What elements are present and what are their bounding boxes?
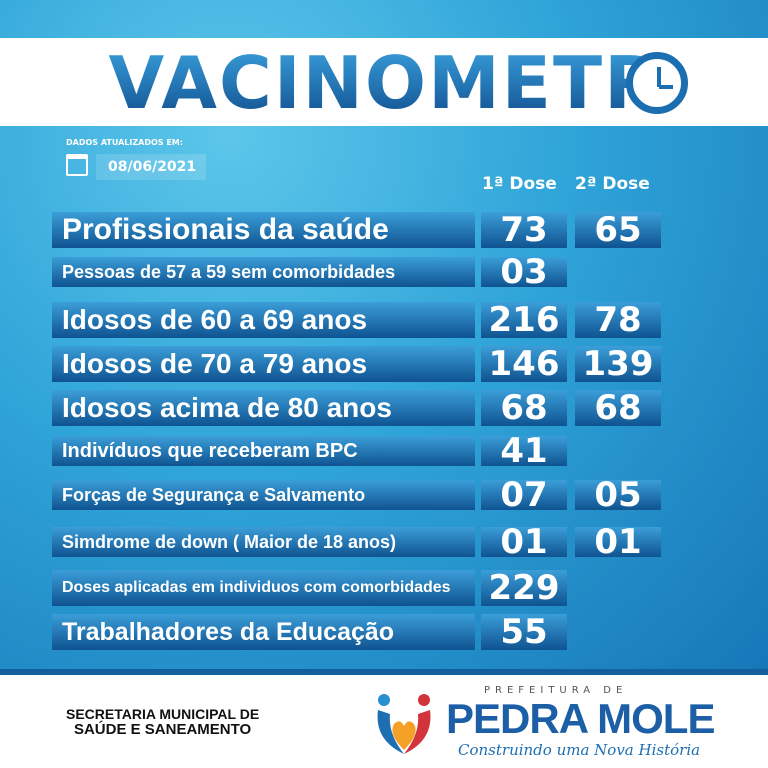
secretaria-line1: SECRETARIA MUNICIPAL DE (66, 706, 260, 722)
dose2-value: 05 (575, 478, 661, 512)
dose2-value: 01 (575, 525, 661, 559)
dose2-value: 139 (575, 346, 661, 382)
dose1-value: 68 (481, 390, 567, 426)
slogan: Construindo uma Nova História (458, 741, 701, 759)
dose1-value: 229 (481, 570, 567, 606)
dose1-value: 41 (481, 434, 567, 468)
dose1-value: 146 (481, 346, 567, 382)
secretaria-name: SECRETARIA MUNICIPAL DE SAÚDE E SANEAMEN… (66, 706, 259, 738)
dose2-header: 2ª Dose (575, 174, 650, 194)
dose2-value: 68 (575, 390, 661, 426)
row-label: Idosos de 60 a 69 anos (52, 302, 475, 338)
secretaria-line2: SAÚDE E SANEAMENTO (73, 721, 252, 738)
dose2-value: 78 (575, 302, 661, 338)
row-label: Idosos de 70 a 79 anos (52, 346, 475, 382)
row-label: Simdrome de down ( Maior de 18 anos) (52, 527, 475, 557)
row-label: Doses aplicadas em individuos com comorb… (52, 570, 475, 606)
dose1-header: 1ª Dose (482, 174, 557, 194)
row-label: Forças de Segurança e Salvamento (52, 480, 475, 510)
row-label: Profissionais da saúde (52, 212, 475, 248)
dose1-value: 73 (481, 212, 567, 248)
dose1-value: 03 (481, 255, 567, 289)
dose2-value: 65 (575, 212, 661, 248)
row-label: Trabalhadores da Educação (52, 614, 475, 650)
clock-icon (626, 52, 688, 114)
page-title: VACINOMETR (40, 44, 730, 122)
dose1-value: 216 (481, 302, 567, 338)
updated-date: 08/06/2021 (96, 154, 206, 180)
dose1-value: 55 (481, 614, 567, 650)
calendar-icon (66, 154, 88, 176)
city-name: PEDRA MOLE (446, 695, 715, 742)
dose1-value: 01 (481, 525, 567, 559)
prefeitura-label: PREFEITURA DE (484, 685, 628, 696)
pedra-mole-logo (377, 694, 431, 754)
updated-label: DADOS ATUALIZADOS EM: (66, 138, 183, 147)
row-label: Pessoas de 57 a 59 sem comorbidades (52, 257, 475, 287)
row-label: Indivíduos que receberam BPC (52, 436, 475, 466)
dose1-value: 07 (481, 478, 567, 512)
row-label: Idosos acima de 80 anos (52, 390, 475, 426)
